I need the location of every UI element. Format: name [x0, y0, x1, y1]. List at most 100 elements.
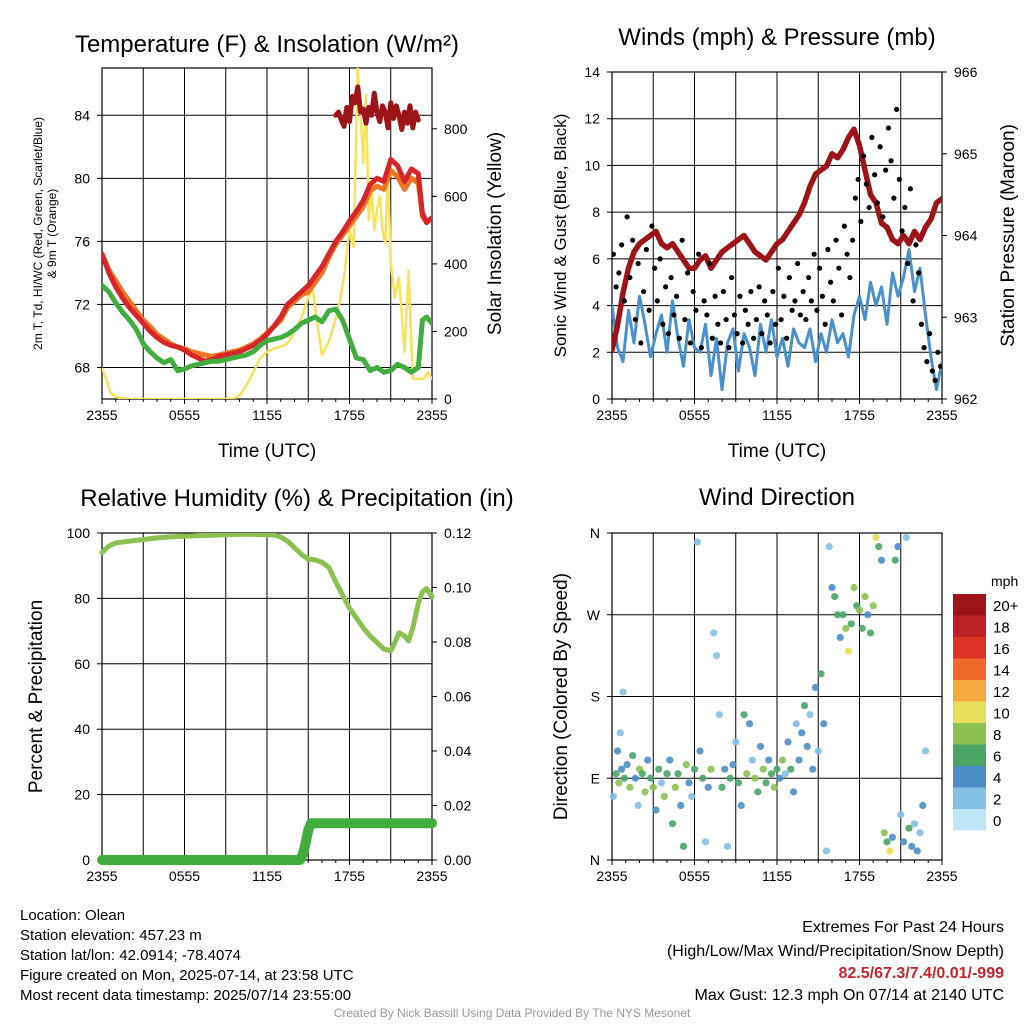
gust-point [781, 293, 787, 299]
gust-point [635, 260, 641, 267]
gust-point [885, 125, 891, 131]
direction-point [626, 783, 634, 791]
colorbar-label: 0 [993, 813, 1001, 830]
direction-point [767, 770, 776, 778]
colorbar-swatch [953, 680, 986, 702]
gust-point [737, 293, 743, 299]
direction-point [831, 592, 839, 601]
gust-point [723, 316, 729, 323]
direction-point [652, 806, 660, 814]
direction-point [723, 842, 732, 850]
y2-tick-label: 963 [954, 309, 978, 325]
y-tick-label: W [587, 607, 601, 623]
gust-point [690, 288, 696, 295]
direction-point [916, 829, 924, 837]
temperature-series [102, 68, 432, 399]
y-tick-label: 76 [74, 233, 90, 249]
gust-point [874, 200, 880, 206]
y-tick-label: 8 [592, 204, 600, 220]
direction-point [682, 761, 690, 769]
gust-point [770, 288, 776, 295]
gust-point [701, 298, 707, 304]
y2-tick-label: 800 [444, 121, 468, 137]
y-tick-label: 60 [74, 656, 90, 672]
gust-point [676, 335, 682, 341]
y2-tick-label: 0.04 [444, 743, 471, 759]
direction-point [693, 538, 701, 546]
gust-point [657, 256, 663, 262]
colorbar-swatch [953, 701, 986, 723]
colorbar-label: 20+ [993, 598, 1019, 615]
y-tick-label: E [591, 770, 600, 786]
extremes-values: 82.5/67.3/7.4/0.01/-999 [838, 965, 1004, 982]
location-text: Location: Olean [20, 907, 126, 924]
humidity-line [99, 533, 435, 654]
gust-point [762, 298, 768, 304]
direction-point [685, 779, 693, 787]
gust-point [698, 345, 704, 351]
direction-point [866, 629, 875, 637]
x-tick-label: 0555 [679, 407, 710, 423]
credit-text: Created By Nick Bassill Using Data Provi… [333, 1006, 691, 1020]
direction-point [778, 756, 787, 764]
direction-point [701, 838, 710, 846]
direction-point [655, 765, 663, 773]
direction-point [649, 783, 657, 791]
direction-point [616, 729, 624, 737]
direction-point [913, 847, 921, 855]
extremes-panel: Extremes For Past 24 Hours (High/Low/Max… [667, 917, 1004, 1007]
gust-point [828, 279, 834, 285]
gust-point [668, 274, 674, 281]
gust-point [795, 260, 801, 267]
gust-point [786, 274, 792, 281]
gust-point [830, 298, 836, 304]
colorbar-label: 2 [993, 791, 1001, 808]
gust-point [822, 321, 828, 327]
gust-point [932, 377, 938, 383]
y-tick-label: 10 [584, 157, 600, 173]
x-tick-label: 2355 [596, 407, 627, 423]
created-text: Figure created on Mon, 2025-07-14, at 23… [20, 967, 354, 984]
x-tick-label: 1155 [762, 407, 792, 423]
direction-point [919, 801, 927, 810]
panel-winds: 2355 0555 1155 1755 235502468101214962963964… [551, 24, 1019, 462]
gust-point [740, 340, 746, 346]
gust-point [632, 316, 638, 323]
chart-title: Winds (mph) & Pressure (mb) [618, 24, 935, 51]
y2-tick-label: 962 [954, 391, 978, 407]
direction-point [776, 774, 784, 782]
y2-tick-label: 966 [954, 64, 978, 80]
gust-point [674, 293, 680, 299]
gust-point [891, 195, 897, 201]
y2-tick-label: 0.02 [444, 798, 471, 814]
gust-point [687, 340, 693, 346]
gust-point [921, 345, 927, 351]
pressure-line [612, 126, 942, 353]
y-axis-label: 2m T, Td, HI/WC (Red, Green, Scarlet/Blu… [31, 117, 45, 350]
gust-point [679, 237, 685, 243]
x-axis-label: Time (UTC) [218, 441, 317, 462]
colorbar-swatch [953, 658, 986, 680]
gust-point [616, 270, 622, 276]
x-tick-label: 1755 [844, 868, 875, 884]
gust-point [627, 274, 633, 281]
temperature-series-line [333, 84, 421, 132]
gust-point [792, 298, 798, 304]
gust-point [753, 316, 759, 323]
gust-point [638, 340, 644, 346]
gust-point [844, 251, 850, 257]
direction-point [754, 788, 762, 796]
gust-point [861, 153, 867, 159]
gust-point [748, 288, 754, 295]
x-tick-label: 2355 [596, 868, 627, 884]
direction-point [619, 688, 627, 696]
y-tick-label: 100 [67, 525, 91, 541]
gust-point [773, 321, 779, 327]
direction-point [696, 747, 704, 755]
gust-point [734, 331, 740, 337]
direction-point [710, 629, 718, 637]
direction-point [897, 810, 905, 819]
panel-humidity: 2355 0555 1155 1755 23550204060801000.000.02… [26, 485, 514, 884]
gust-point [784, 335, 790, 341]
y-tick-label: 80 [74, 590, 90, 606]
